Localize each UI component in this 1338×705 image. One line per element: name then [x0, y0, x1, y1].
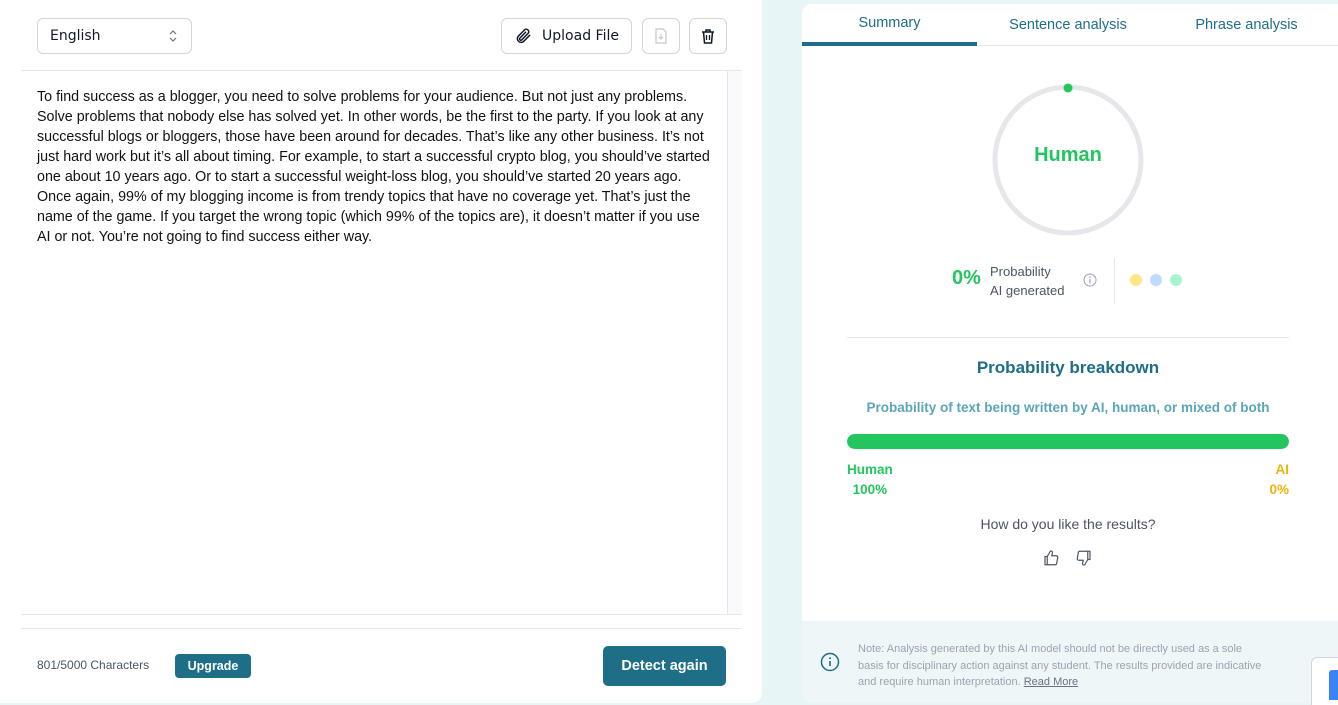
language-value: English [50, 28, 101, 44]
paperclip-icon [516, 28, 531, 44]
upload-file-button[interactable]: Upload File [501, 18, 632, 54]
tab-summary[interactable]: Summary [802, 4, 977, 46]
language-select[interactable]: English [37, 18, 192, 54]
probability-bar [847, 434, 1289, 449]
file-download-icon [655, 28, 667, 44]
upload-file-label: Upload File [542, 28, 619, 44]
ai-probability-value: 0% [952, 267, 981, 289]
tab-phrase-analysis[interactable]: Phrase analysis [1195, 17, 1298, 33]
chat-widget[interactable] [1311, 657, 1338, 705]
breakdown-subtitle: Probability of text being written by AI,… [866, 400, 1270, 415]
ai-label-group: AI 0% [1269, 460, 1289, 500]
breakdown-title: Probability breakdown [976, 358, 1160, 377]
verdict-label: Human [1034, 144, 1102, 166]
input-text[interactable]: To find success as a blogger, you need t… [37, 89, 710, 245]
editor-panel: English Upload File To find success as a… [0, 0, 762, 703]
disclaimer-text: Note: Analysis generated by this AI mode… [858, 641, 1328, 691]
vertical-divider [1114, 258, 1115, 304]
feedback-question: How do you like the results? [980, 516, 1156, 532]
note-line3-group: and require human interpretation. Read M… [858, 674, 1328, 691]
results-panel: Summary Sentence analysis Phrase analysi… [802, 4, 1338, 703]
results-tabs: Summary Sentence analysis Phrase analysi… [802, 4, 1338, 46]
ai-probability-label: Probability AI generated [990, 262, 1064, 300]
note-line2: basis for disciplinary action against an… [858, 659, 1262, 672]
section-divider [847, 337, 1289, 338]
ai-label: AI [1275, 462, 1290, 477]
character-count: 801/5000 Characters [37, 658, 150, 672]
scrollbar[interactable] [727, 71, 742, 614]
prob-label-line1: Probability [990, 264, 1051, 279]
tab-sentence-analysis[interactable]: Sentence analysis [1009, 17, 1127, 33]
info-circle-icon [820, 652, 840, 672]
info-icon[interactable] [1083, 273, 1097, 287]
upgrade-button[interactable]: Upgrade [175, 654, 251, 678]
disclaimer-note: Note: Analysis generated by this AI mode… [802, 621, 1338, 703]
trash-icon [702, 29, 714, 44]
chat-widget-icon [1329, 670, 1338, 700]
human-label: Human [847, 462, 893, 477]
probability-gauge [992, 83, 1144, 236]
text-input-area[interactable]: To find success as a blogger, you need t… [21, 70, 742, 615]
detect-again-button[interactable]: Detect again [603, 646, 726, 686]
thumbs-down-icon[interactable] [1075, 549, 1093, 567]
divider [21, 628, 742, 629]
human-bar-fill [847, 434, 1289, 449]
legend-dot-mixed [1150, 274, 1162, 286]
delete-button[interactable] [689, 18, 727, 54]
legend-dot-human [1170, 274, 1182, 286]
note-line1: Note: Analysis generated by this AI mode… [858, 643, 1243, 655]
legend-dot-ai [1130, 274, 1142, 286]
read-more-link[interactable]: Read More [1023, 676, 1079, 688]
ai-percent: 0% [1269, 482, 1289, 497]
chevron-updown-icon [169, 30, 177, 42]
export-button[interactable] [642, 18, 680, 54]
prob-label-line2: AI generated [990, 283, 1065, 298]
human-label-group: Human 100% [847, 460, 893, 500]
human-percent: 100% [852, 482, 888, 497]
gauge-indicator-dot [1063, 83, 1073, 93]
thumbs-up-icon[interactable] [1042, 549, 1060, 567]
note-line3: and require human interpretation. [858, 676, 1021, 688]
